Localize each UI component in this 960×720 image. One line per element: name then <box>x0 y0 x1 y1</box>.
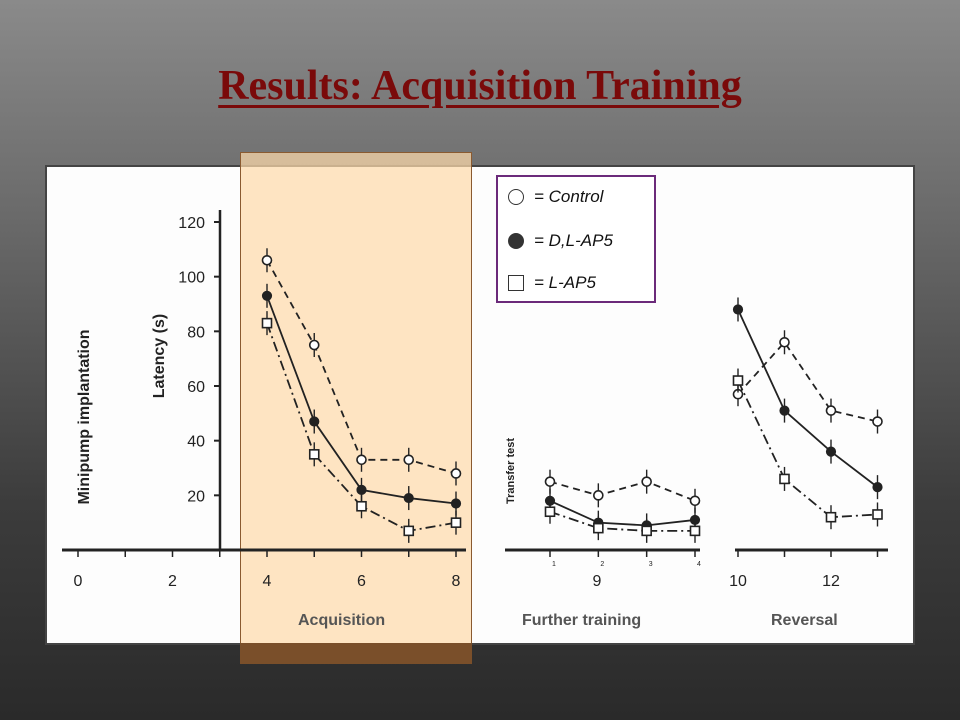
data-point <box>450 517 462 528</box>
chart-panel <box>45 165 915 645</box>
reversal-label: Reversal <box>771 612 838 629</box>
data-point <box>356 484 367 495</box>
data-point <box>593 522 604 534</box>
acquisition-label: Acquisition <box>298 612 386 629</box>
x-tick-label: 4 <box>697 561 701 568</box>
data-point <box>689 525 701 537</box>
data-point <box>872 416 883 427</box>
filled-circle-icon <box>508 233 524 249</box>
legend-label: = D,L-AP5 <box>534 231 613 250</box>
legend: = Control = D,L-AP5 = L-AP5 <box>496 175 656 303</box>
data-point <box>641 476 652 487</box>
legend-label: = L-AP5 <box>534 273 596 292</box>
x-tick-label: 9 <box>593 573 602 590</box>
data-point <box>641 525 652 537</box>
data-point <box>689 495 701 507</box>
x-tick-label: 8 <box>452 573 461 590</box>
legend-label: = Control <box>534 187 604 206</box>
y-tick-label: 80 <box>187 324 205 341</box>
data-point <box>544 506 556 518</box>
y-tick-label: 100 <box>178 270 205 287</box>
data-point <box>261 254 273 266</box>
legend-item-lap5: = L-AP5 <box>508 271 596 295</box>
data-point <box>779 405 790 416</box>
transfer-test-label: Transfer test <box>505 437 517 505</box>
y-tick-label: 120 <box>178 215 205 232</box>
y-axis-label: Latency (s) <box>151 313 168 399</box>
data-point <box>356 500 367 512</box>
data-point <box>732 375 744 386</box>
x-tick-label: 2 <box>168 573 177 590</box>
series-line <box>737 380 878 519</box>
data-point <box>872 509 883 520</box>
x-tick-label: 2 <box>600 561 604 568</box>
data-point <box>450 498 462 509</box>
open-square-icon <box>508 275 524 291</box>
x-tick-label: 0 <box>74 573 83 590</box>
data-point <box>779 473 790 485</box>
data-point <box>308 449 320 460</box>
open-circle-icon <box>508 189 524 205</box>
slide-title: Results: Acquisition Training <box>218 63 742 109</box>
legend-item-control: = Control <box>508 185 603 209</box>
data-point <box>825 405 837 416</box>
x-tick-label: 3 <box>649 561 653 568</box>
series-line <box>266 259 457 475</box>
data-point <box>403 525 415 537</box>
data-point <box>309 416 320 427</box>
series-line <box>549 510 695 532</box>
data-point <box>825 511 837 523</box>
data-point <box>593 490 604 501</box>
data-point <box>356 454 367 466</box>
series-line <box>549 480 696 502</box>
data-point <box>450 468 462 479</box>
x-tick-label: 1 <box>552 561 556 568</box>
legend-item-dlap5: = D,L-AP5 <box>508 229 613 253</box>
y-tick-label: 40 <box>187 434 205 451</box>
x-tick-label: 6 <box>357 573 366 590</box>
data-point <box>261 290 273 301</box>
data-point <box>872 482 883 493</box>
data-point <box>544 476 556 487</box>
data-point <box>779 336 790 348</box>
data-point <box>732 304 744 315</box>
series-line <box>549 499 696 527</box>
x-tick-label: 12 <box>822 573 840 590</box>
series-line <box>737 309 879 488</box>
data-point <box>825 446 837 457</box>
y-tick-label: 20 <box>187 488 205 505</box>
acquisition-highlight-base <box>240 643 472 664</box>
data-point <box>403 454 415 466</box>
data-point <box>308 339 320 351</box>
x-tick-label: 10 <box>729 573 747 590</box>
further-training-label: Further training <box>522 612 642 629</box>
series-line <box>737 340 878 423</box>
minipump-label: Minipump implantation <box>76 329 93 505</box>
x-tick-label: 4 <box>263 573 272 590</box>
data-point <box>403 492 414 504</box>
y-tick-label: 60 <box>187 379 205 396</box>
data-point <box>261 317 273 329</box>
